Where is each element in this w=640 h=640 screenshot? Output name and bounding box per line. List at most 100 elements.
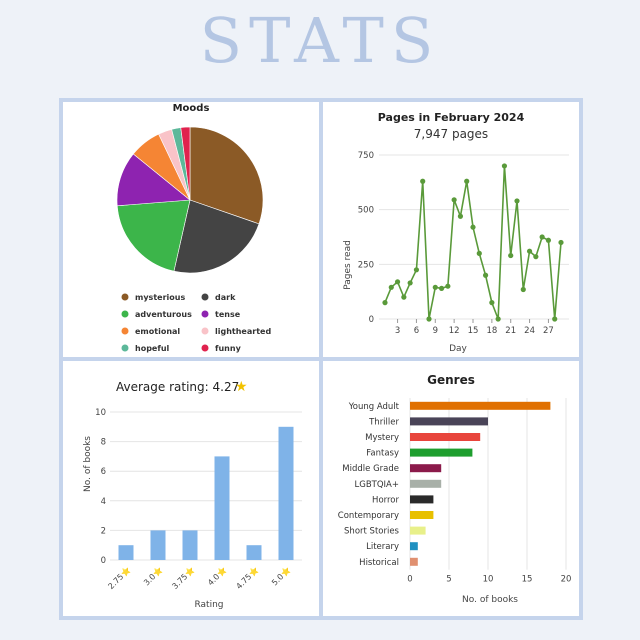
data-point bbox=[388, 284, 394, 290]
y-tick-label: 4 bbox=[101, 497, 106, 507]
data-point bbox=[382, 300, 388, 306]
legend-swatch-funny bbox=[201, 344, 209, 352]
legend-label-mysterious: mysterious bbox=[135, 293, 185, 302]
pages-x-axis-label: Day bbox=[449, 344, 467, 354]
legend-swatch-mysterious bbox=[121, 293, 129, 301]
x-tick-label: 9 bbox=[433, 326, 438, 336]
category-label: Horror bbox=[372, 495, 399, 505]
data-point bbox=[482, 272, 489, 278]
y-tick-label: 8 bbox=[101, 438, 106, 448]
category-label: Thriller bbox=[368, 417, 399, 427]
bar-3.75⭐ bbox=[182, 530, 198, 560]
category-label: Mystery bbox=[365, 433, 399, 443]
data-point bbox=[464, 178, 470, 184]
data-point bbox=[445, 283, 451, 289]
legend-label-tense: tense bbox=[215, 310, 241, 319]
data-point bbox=[413, 267, 420, 273]
legend-label-lighthearted: lighthearted bbox=[215, 327, 271, 336]
x-tick-label: 20 bbox=[561, 575, 572, 585]
pages-y-axis-label: Pages read bbox=[343, 240, 353, 290]
legend-label-funny: funny bbox=[215, 344, 242, 353]
x-tick-label: 24 bbox=[524, 326, 535, 336]
legend-swatch-dark bbox=[201, 293, 209, 301]
bar-3.0⭐ bbox=[150, 530, 166, 560]
data-point bbox=[533, 254, 539, 260]
page-title: STATS bbox=[199, 4, 441, 77]
data-point bbox=[508, 252, 514, 259]
bar-Fantasy bbox=[410, 448, 473, 457]
category-label: Short Stories bbox=[344, 527, 400, 537]
bar-Thriller bbox=[410, 417, 488, 426]
data-point bbox=[432, 284, 438, 290]
x-tick-label: 12 bbox=[449, 326, 460, 336]
x-tick-label: 5 bbox=[446, 575, 451, 585]
x-tick-label: 3.75⭐ bbox=[170, 564, 197, 591]
bar-Short Stories bbox=[410, 526, 426, 535]
data-point bbox=[401, 294, 407, 300]
y-tick-label: 750 bbox=[358, 151, 374, 161]
y-tick-label: 2 bbox=[101, 526, 106, 536]
data-point bbox=[470, 224, 476, 230]
legend-swatch-emotional bbox=[121, 327, 129, 335]
genres-bar-chart: Genres No. of books 0 5 10 15 20 Young Adult T… bbox=[338, 373, 572, 605]
pages-panel: Pages in February 2024 7,947 pages Day P… bbox=[323, 102, 579, 357]
y-tick-label: 0 bbox=[101, 556, 106, 566]
x-tick-label: 2.75⭐ bbox=[106, 564, 133, 591]
rating-title: Average rating: 4.27 bbox=[116, 380, 239, 394]
legend-label-hopeful: hopeful bbox=[135, 344, 170, 353]
x-tick-label: 3.0⭐ bbox=[141, 564, 164, 587]
category-label: Middle Grade bbox=[342, 464, 399, 474]
data-point bbox=[558, 239, 564, 246]
bar-Literary bbox=[410, 542, 418, 551]
data-point bbox=[394, 279, 401, 285]
bar-2.75⭐ bbox=[118, 545, 134, 560]
y-tick-label: 0 bbox=[369, 315, 374, 325]
x-tick-label: 15 bbox=[522, 575, 533, 585]
x-tick-label: 4.75⭐ bbox=[234, 564, 261, 591]
data-point bbox=[438, 285, 445, 291]
category-label: Contemporary bbox=[338, 511, 399, 521]
y-tick-label: 250 bbox=[358, 260, 374, 270]
data-point bbox=[426, 316, 432, 322]
data-point bbox=[476, 250, 482, 256]
data-point bbox=[552, 316, 558, 322]
legend-swatch-hopeful bbox=[121, 344, 129, 352]
x-tick-label: 21 bbox=[505, 326, 516, 336]
moods-title: Moods bbox=[173, 103, 210, 114]
rating-bar-chart: Average rating: 4.27 ★ Rating No. of boo… bbox=[83, 379, 302, 610]
category-label: Literary bbox=[366, 542, 399, 552]
x-tick-label: 18 bbox=[486, 326, 497, 336]
category-label: LGBTQIA+ bbox=[355, 480, 399, 490]
pie-slice-adventurous bbox=[116, 199, 191, 272]
star-icon: ★ bbox=[235, 379, 248, 395]
x-tick-label: 10 bbox=[483, 575, 494, 585]
pie-slice-dark bbox=[173, 199, 260, 274]
pages-series-line bbox=[384, 165, 562, 320]
data-point bbox=[526, 248, 533, 254]
pages-title: Pages in February 2024 bbox=[378, 111, 525, 124]
category-label: Historical bbox=[359, 558, 399, 568]
moods-panel: Moods mysterious dark adventurous tense emot… bbox=[63, 102, 319, 357]
bar-Historical bbox=[410, 557, 418, 566]
moods-pie-chart: Moods mysterious dark adventurous tense emot… bbox=[116, 103, 271, 353]
bar-Contemporary bbox=[410, 511, 434, 519]
genres-x-axis-label: No. of books bbox=[462, 595, 518, 605]
data-point bbox=[489, 300, 495, 306]
pages-subtitle: 7,947 pages bbox=[414, 127, 488, 141]
bar-LGBTQIA+ bbox=[410, 479, 442, 488]
x-tick-label: 4.0⭐ bbox=[205, 564, 228, 587]
bar-Young Adult bbox=[410, 401, 551, 410]
data-point bbox=[514, 198, 520, 204]
bar-Middle Grade bbox=[410, 464, 442, 473]
data-point bbox=[520, 286, 526, 293]
x-tick-label: 0 bbox=[407, 575, 412, 585]
data-point bbox=[451, 197, 457, 203]
category-label: Fantasy bbox=[366, 449, 399, 459]
y-tick-label: 6 bbox=[101, 467, 106, 477]
legend-swatch-lighthearted bbox=[201, 327, 209, 335]
data-point bbox=[420, 178, 426, 184]
data-point bbox=[545, 237, 552, 243]
pie-slice-mysterious bbox=[189, 126, 264, 225]
pages-line-chart: Pages in February 2024 7,947 pages Day P… bbox=[343, 111, 569, 354]
data-point bbox=[495, 316, 501, 322]
